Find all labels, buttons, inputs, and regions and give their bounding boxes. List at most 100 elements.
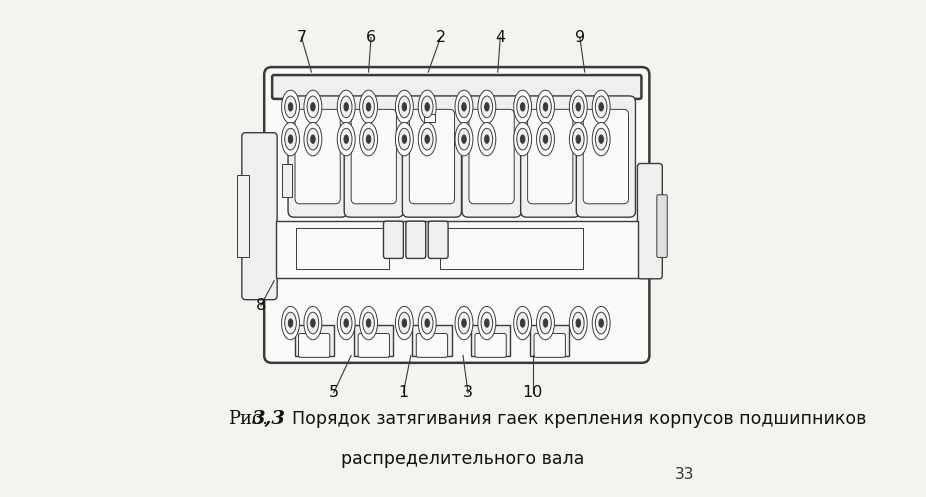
Ellipse shape (569, 90, 587, 124)
Ellipse shape (284, 96, 296, 118)
Ellipse shape (288, 135, 293, 143)
Ellipse shape (367, 103, 370, 111)
FancyBboxPatch shape (462, 96, 521, 217)
Ellipse shape (595, 312, 607, 334)
Ellipse shape (395, 90, 413, 124)
FancyBboxPatch shape (282, 164, 292, 197)
Ellipse shape (517, 96, 529, 118)
Ellipse shape (337, 90, 356, 124)
FancyBboxPatch shape (295, 228, 390, 269)
Ellipse shape (310, 103, 315, 111)
Ellipse shape (544, 103, 548, 111)
Ellipse shape (282, 90, 299, 124)
FancyBboxPatch shape (428, 221, 448, 258)
Ellipse shape (304, 306, 322, 340)
FancyBboxPatch shape (471, 325, 510, 356)
Ellipse shape (341, 96, 352, 118)
Ellipse shape (599, 319, 604, 327)
Ellipse shape (540, 128, 551, 150)
Ellipse shape (576, 319, 581, 327)
FancyBboxPatch shape (520, 96, 580, 217)
Ellipse shape (536, 306, 555, 340)
Ellipse shape (599, 135, 604, 143)
FancyBboxPatch shape (530, 325, 569, 356)
Ellipse shape (455, 122, 473, 156)
FancyBboxPatch shape (417, 333, 447, 357)
Ellipse shape (304, 90, 322, 124)
Ellipse shape (481, 128, 493, 150)
FancyBboxPatch shape (469, 109, 514, 204)
Ellipse shape (284, 312, 296, 334)
Ellipse shape (458, 96, 469, 118)
Ellipse shape (398, 96, 410, 118)
Ellipse shape (402, 319, 407, 327)
Text: распределительного вала: распределительного вала (342, 450, 584, 468)
Ellipse shape (458, 312, 469, 334)
Ellipse shape (569, 122, 587, 156)
Text: Порядок затягивания гаек крепления корпусов подшипников: Порядок затягивания гаек крепления корпу… (292, 410, 866, 428)
FancyBboxPatch shape (276, 221, 638, 278)
FancyBboxPatch shape (440, 228, 583, 269)
Ellipse shape (576, 103, 581, 111)
Ellipse shape (544, 135, 548, 143)
Ellipse shape (402, 103, 407, 111)
Ellipse shape (572, 128, 584, 150)
Ellipse shape (536, 90, 555, 124)
Ellipse shape (363, 96, 374, 118)
Ellipse shape (367, 319, 370, 327)
Text: 2: 2 (435, 30, 445, 45)
Ellipse shape (359, 306, 378, 340)
Ellipse shape (282, 122, 299, 156)
Text: 3: 3 (463, 385, 473, 400)
Ellipse shape (462, 319, 466, 327)
FancyBboxPatch shape (383, 221, 404, 258)
Ellipse shape (455, 90, 473, 124)
Ellipse shape (310, 135, 315, 143)
Ellipse shape (307, 128, 319, 150)
Ellipse shape (572, 96, 584, 118)
FancyBboxPatch shape (424, 114, 434, 122)
FancyBboxPatch shape (351, 109, 396, 204)
Ellipse shape (419, 90, 436, 124)
FancyBboxPatch shape (298, 333, 330, 357)
Ellipse shape (421, 128, 433, 150)
Ellipse shape (398, 128, 410, 150)
Ellipse shape (458, 128, 469, 150)
Ellipse shape (304, 122, 322, 156)
Ellipse shape (595, 128, 607, 150)
FancyBboxPatch shape (403, 96, 461, 217)
Ellipse shape (395, 122, 413, 156)
FancyBboxPatch shape (294, 325, 333, 356)
Ellipse shape (288, 319, 293, 327)
Ellipse shape (307, 96, 319, 118)
FancyBboxPatch shape (406, 221, 426, 258)
FancyBboxPatch shape (576, 96, 635, 217)
Ellipse shape (593, 122, 610, 156)
Ellipse shape (478, 122, 495, 156)
Ellipse shape (344, 319, 348, 327)
Ellipse shape (593, 90, 610, 124)
Ellipse shape (455, 306, 473, 340)
FancyBboxPatch shape (344, 96, 404, 217)
Ellipse shape (421, 312, 433, 334)
Text: 3,3: 3,3 (252, 410, 286, 428)
Ellipse shape (337, 122, 356, 156)
FancyBboxPatch shape (295, 109, 340, 204)
Ellipse shape (359, 122, 378, 156)
Ellipse shape (478, 90, 495, 124)
FancyBboxPatch shape (412, 325, 452, 356)
FancyBboxPatch shape (288, 96, 347, 217)
Ellipse shape (425, 135, 430, 143)
Ellipse shape (367, 135, 370, 143)
FancyBboxPatch shape (264, 67, 649, 363)
Ellipse shape (481, 312, 493, 334)
Ellipse shape (344, 135, 348, 143)
FancyBboxPatch shape (354, 325, 394, 356)
Ellipse shape (359, 90, 378, 124)
Text: 5: 5 (329, 385, 339, 400)
Ellipse shape (282, 306, 299, 340)
Ellipse shape (284, 128, 296, 150)
Ellipse shape (421, 96, 433, 118)
Ellipse shape (363, 128, 374, 150)
FancyBboxPatch shape (272, 75, 642, 99)
